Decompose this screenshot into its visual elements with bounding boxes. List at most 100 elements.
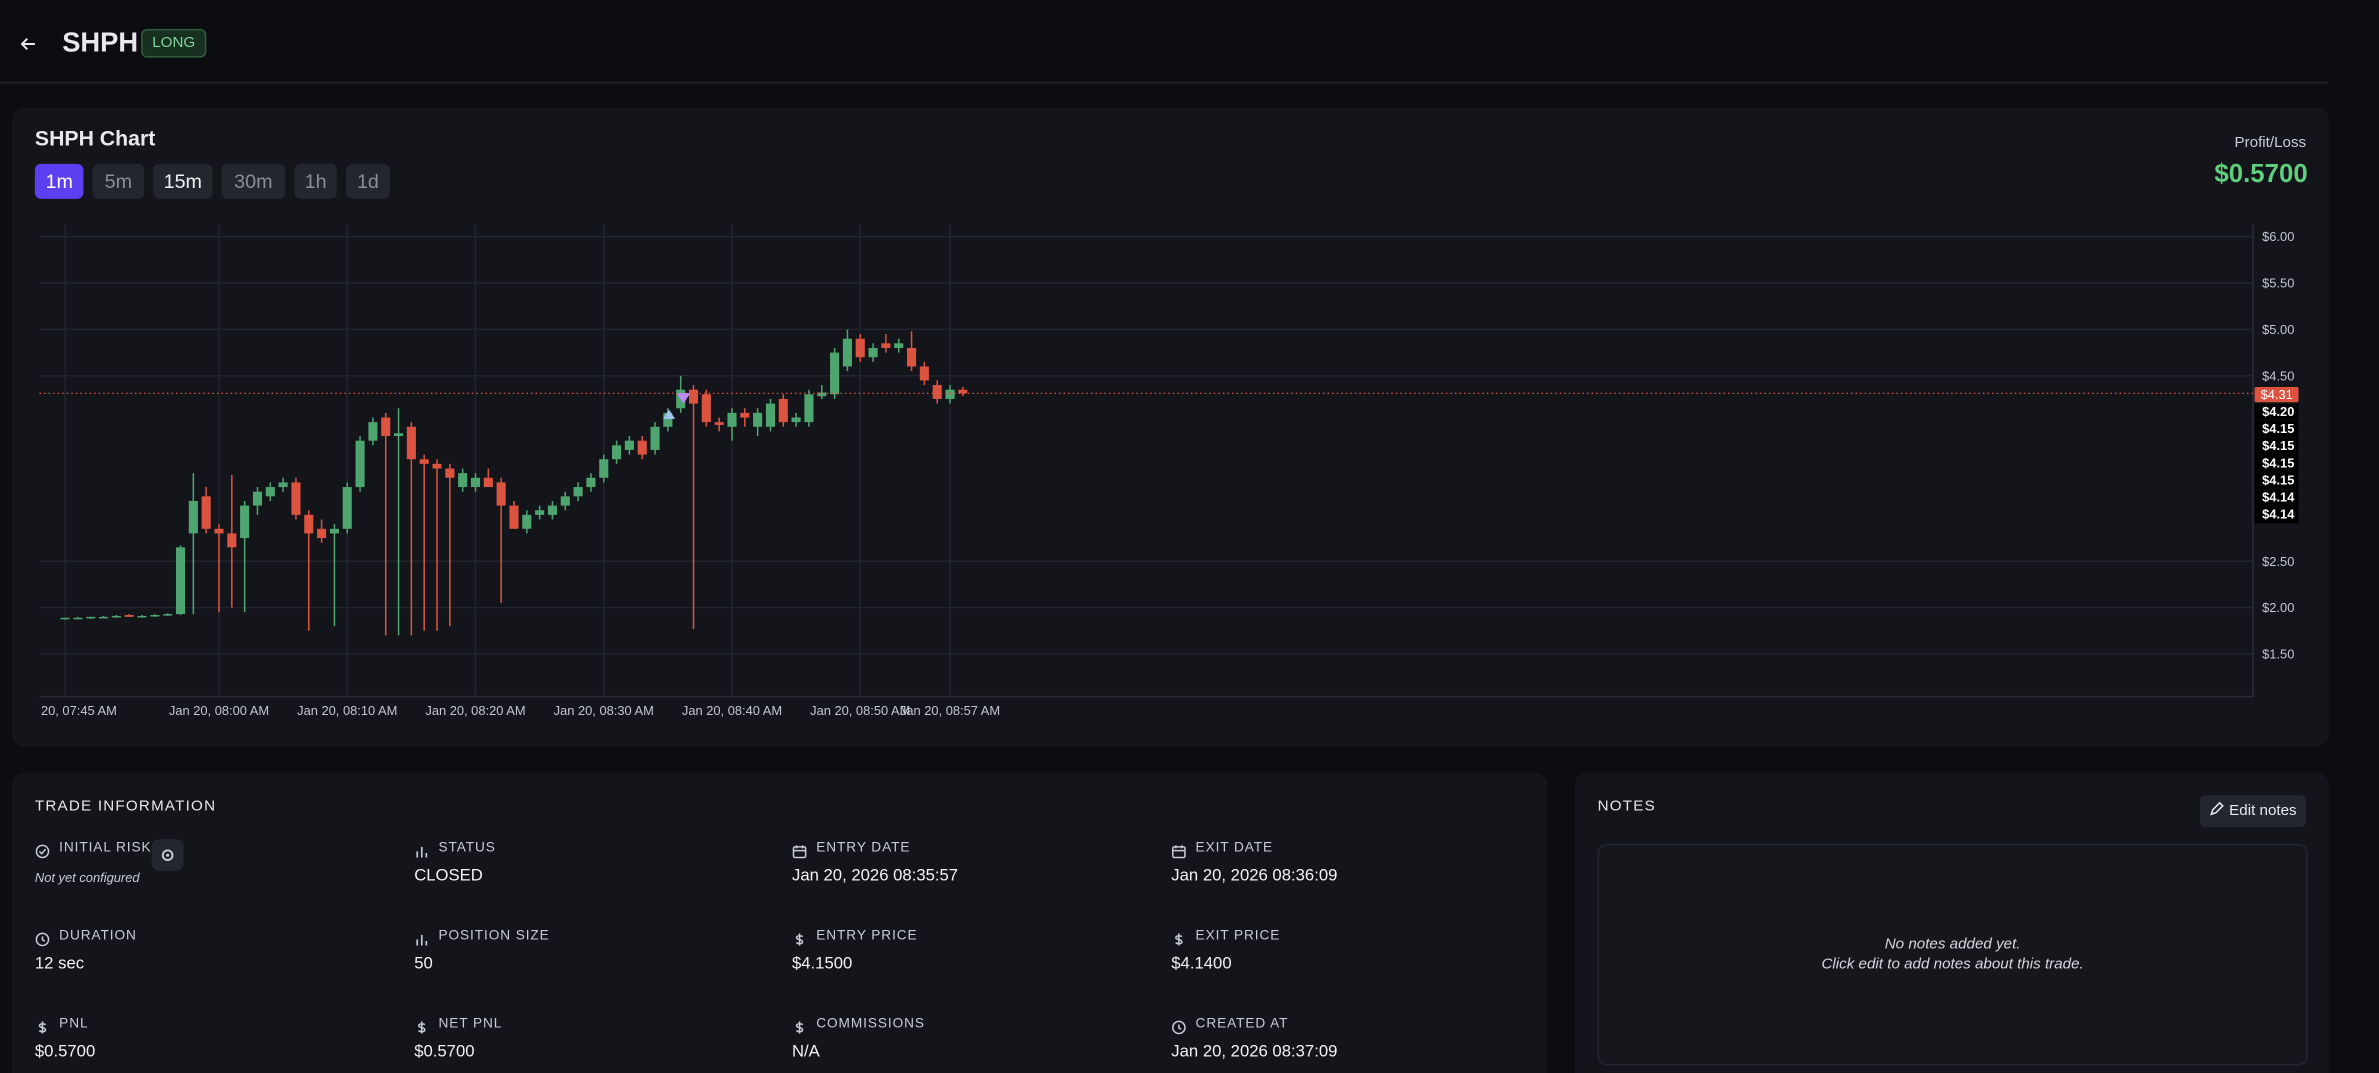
candle-body bbox=[547, 505, 557, 515]
candle-body bbox=[175, 547, 186, 615]
timeframe-button[interactable]: 1d bbox=[345, 163, 390, 199]
candle-body bbox=[624, 440, 634, 450]
candle-body bbox=[791, 417, 801, 423]
candle-body bbox=[342, 487, 352, 529]
field-value: $0.5700 bbox=[414, 1042, 475, 1061]
candle-body bbox=[753, 412, 763, 427]
candle-body bbox=[535, 510, 545, 515]
candle-body bbox=[906, 347, 917, 367]
last-price-label: $4.31 bbox=[2261, 387, 2293, 402]
candle-body bbox=[560, 496, 570, 506]
entry-marker bbox=[663, 409, 676, 419]
icon bbox=[792, 845, 807, 859]
price-tag bbox=[2254, 455, 2299, 472]
x-tick-label: Jan 20, 08:20 AM bbox=[425, 703, 525, 718]
field-label: NET PNL bbox=[438, 1015, 503, 1031]
field-icon bbox=[1171, 839, 1186, 859]
x-tick-label: Jan 20, 08:10 AM bbox=[297, 703, 397, 718]
field-value: Jan 20, 2026 08:36:09 bbox=[1171, 866, 1338, 885]
y-tick-label: $5.00 bbox=[2262, 322, 2294, 337]
price-tag bbox=[2254, 506, 2299, 524]
field-value: Not yet configured bbox=[34, 869, 140, 885]
candle-body bbox=[73, 617, 83, 620]
field-label: STATUS bbox=[438, 839, 496, 855]
back-button[interactable] bbox=[18, 33, 39, 54]
candle-body bbox=[291, 482, 301, 515]
icon bbox=[416, 934, 428, 946]
field-icon bbox=[414, 1015, 429, 1034]
candle-body bbox=[137, 615, 147, 618]
candle-body bbox=[740, 412, 750, 418]
icon bbox=[1175, 933, 1183, 946]
candle-body bbox=[304, 514, 314, 534]
candle-body bbox=[317, 528, 327, 539]
timeframe-button[interactable]: 1h bbox=[294, 163, 337, 199]
icon bbox=[795, 1021, 804, 1034]
price-tag bbox=[2254, 438, 2299, 455]
timeframe-button[interactable]: 30m bbox=[221, 163, 286, 199]
field-label: PNL bbox=[59, 1015, 89, 1031]
field-value: $0.5700 bbox=[34, 1042, 96, 1061]
field-label: INITIAL RISK bbox=[59, 839, 152, 855]
candle-body bbox=[650, 426, 660, 450]
y-tick-label: $2.00 bbox=[2262, 600, 2294, 615]
field-icon bbox=[35, 1015, 50, 1034]
candle-body bbox=[586, 477, 596, 488]
candle-body bbox=[509, 505, 519, 529]
chart-title: SHPH Chart bbox=[34, 125, 156, 151]
candle-body bbox=[881, 343, 891, 348]
candle-body bbox=[240, 505, 250, 539]
icon bbox=[1172, 845, 1186, 859]
notes-title: NOTES bbox=[1597, 798, 1656, 816]
candle-body bbox=[830, 352, 840, 395]
edit-notes-button[interactable]: Edit notes bbox=[2199, 795, 2307, 828]
icon bbox=[35, 844, 50, 859]
icon bbox=[417, 1021, 426, 1034]
candle-body bbox=[637, 440, 647, 455]
edit-notes-label: Edit notes bbox=[2229, 802, 2297, 820]
candle-body bbox=[945, 389, 955, 399]
candle-body bbox=[406, 426, 416, 460]
candle-body bbox=[522, 514, 532, 529]
y-tick-label: $1.50 bbox=[2262, 647, 2294, 662]
notes-box bbox=[1597, 843, 2308, 1066]
candle-body bbox=[688, 389, 699, 404]
field-label: ENTRY PRICE bbox=[816, 927, 918, 943]
candle-body bbox=[868, 347, 878, 358]
timeframe-button[interactable]: 15m bbox=[153, 163, 213, 199]
last-price-tag bbox=[2254, 387, 2299, 403]
candle-body bbox=[150, 615, 160, 617]
x-tick-label: Jan 20, 08:57 AM bbox=[900, 703, 1000, 718]
candle-body bbox=[368, 422, 378, 441]
icon bbox=[1172, 1020, 1186, 1035]
candle-body bbox=[817, 392, 827, 397]
timeframe-button[interactable]: 5m bbox=[92, 163, 145, 199]
timeframe-button[interactable]: 1m bbox=[34, 163, 84, 199]
candle-body bbox=[227, 533, 237, 548]
field-value: 12 sec bbox=[34, 954, 85, 973]
field-value: $4.1400 bbox=[1171, 954, 1232, 973]
price-tag bbox=[2254, 420, 2299, 438]
price-tag bbox=[2254, 403, 2299, 421]
candle-body bbox=[919, 366, 929, 381]
candle-body bbox=[265, 487, 275, 497]
field-value: N/A bbox=[791, 1042, 820, 1061]
candle-body bbox=[86, 616, 96, 619]
candle-body bbox=[958, 389, 968, 394]
candle-body bbox=[99, 616, 109, 619]
candle-body bbox=[894, 343, 904, 348]
risk-settings-button[interactable] bbox=[151, 839, 184, 872]
candle-body bbox=[381, 417, 391, 437]
candle-body bbox=[201, 496, 211, 529]
field-icon bbox=[414, 839, 429, 858]
candle-body bbox=[778, 398, 788, 423]
candle-body bbox=[573, 487, 583, 497]
symbol: SHPH bbox=[62, 27, 139, 58]
candle-body bbox=[432, 463, 442, 469]
field-label: CREATED AT bbox=[1195, 1015, 1289, 1031]
candle-body bbox=[393, 433, 404, 437]
field-value: $4.1500 bbox=[791, 954, 853, 973]
x-tick-label: Jan 20, 08:00 AM bbox=[169, 703, 269, 718]
candle-body bbox=[188, 500, 198, 534]
